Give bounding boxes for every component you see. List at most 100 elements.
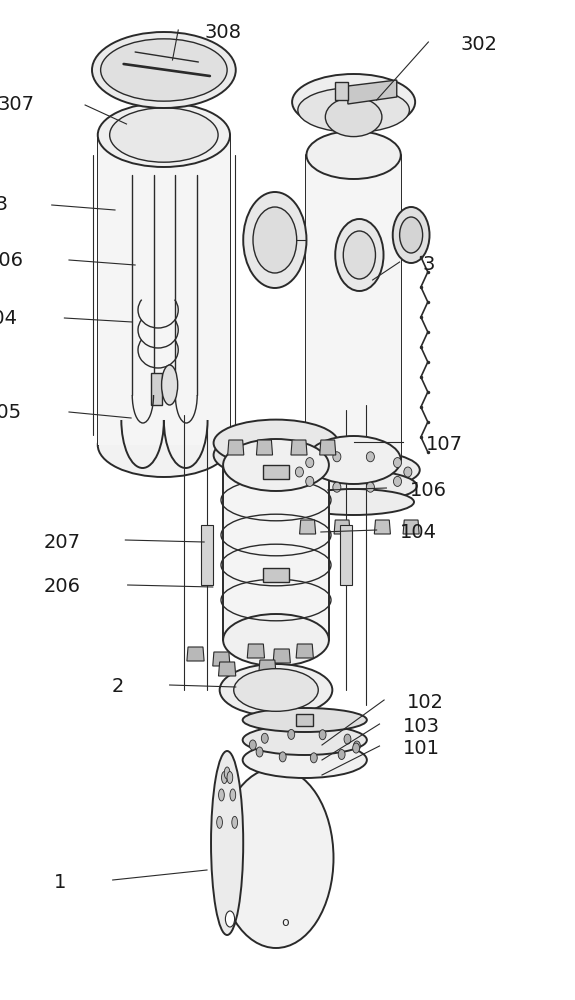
Text: 206: 206 bbox=[44, 578, 80, 596]
Ellipse shape bbox=[306, 458, 314, 468]
Ellipse shape bbox=[306, 436, 401, 484]
Ellipse shape bbox=[298, 88, 409, 132]
Text: 306: 306 bbox=[0, 250, 23, 269]
Ellipse shape bbox=[213, 420, 339, 466]
Ellipse shape bbox=[404, 467, 412, 477]
Bar bbox=[263, 465, 289, 479]
Ellipse shape bbox=[110, 108, 218, 162]
Ellipse shape bbox=[393, 207, 430, 263]
Ellipse shape bbox=[333, 482, 341, 492]
Polygon shape bbox=[320, 440, 336, 455]
Bar bbox=[151, 373, 162, 405]
Polygon shape bbox=[228, 440, 244, 455]
Polygon shape bbox=[259, 660, 276, 674]
Ellipse shape bbox=[288, 729, 295, 739]
Polygon shape bbox=[213, 652, 230, 666]
Ellipse shape bbox=[292, 74, 415, 130]
Ellipse shape bbox=[293, 489, 414, 515]
Ellipse shape bbox=[232, 816, 237, 828]
Ellipse shape bbox=[213, 432, 339, 478]
Bar bbox=[201, 525, 213, 585]
Polygon shape bbox=[296, 644, 313, 658]
Ellipse shape bbox=[325, 97, 382, 137]
Ellipse shape bbox=[243, 742, 367, 778]
Ellipse shape bbox=[343, 231, 375, 279]
Ellipse shape bbox=[223, 439, 329, 491]
Ellipse shape bbox=[227, 772, 233, 784]
Bar bbox=[340, 525, 352, 585]
Text: 106: 106 bbox=[409, 481, 446, 499]
Ellipse shape bbox=[253, 207, 297, 273]
Polygon shape bbox=[256, 440, 273, 455]
Ellipse shape bbox=[335, 219, 384, 291]
Text: o: o bbox=[281, 916, 289, 930]
Text: 304: 304 bbox=[0, 308, 17, 328]
Ellipse shape bbox=[225, 911, 235, 927]
Text: 103: 103 bbox=[402, 716, 439, 736]
Ellipse shape bbox=[344, 734, 351, 744]
Polygon shape bbox=[291, 440, 307, 455]
Ellipse shape bbox=[243, 725, 367, 755]
Polygon shape bbox=[306, 155, 401, 460]
Ellipse shape bbox=[92, 32, 236, 108]
Ellipse shape bbox=[296, 467, 304, 477]
Ellipse shape bbox=[162, 365, 178, 405]
Ellipse shape bbox=[279, 752, 286, 762]
Text: 2: 2 bbox=[111, 678, 124, 696]
Ellipse shape bbox=[243, 708, 367, 732]
Ellipse shape bbox=[221, 772, 227, 784]
Ellipse shape bbox=[306, 476, 314, 486]
Ellipse shape bbox=[230, 789, 236, 801]
Ellipse shape bbox=[217, 816, 223, 828]
Ellipse shape bbox=[400, 217, 423, 253]
Ellipse shape bbox=[393, 458, 401, 468]
Text: 207: 207 bbox=[44, 532, 80, 552]
Polygon shape bbox=[223, 465, 329, 640]
Text: 3: 3 bbox=[423, 254, 435, 273]
Polygon shape bbox=[218, 662, 236, 676]
Polygon shape bbox=[98, 135, 230, 445]
Ellipse shape bbox=[262, 733, 269, 743]
Polygon shape bbox=[187, 647, 204, 661]
Ellipse shape bbox=[310, 753, 317, 763]
Polygon shape bbox=[334, 520, 350, 534]
Ellipse shape bbox=[211, 751, 243, 935]
Text: 308: 308 bbox=[204, 22, 241, 41]
Ellipse shape bbox=[333, 452, 341, 462]
Ellipse shape bbox=[366, 452, 374, 462]
Ellipse shape bbox=[338, 749, 345, 759]
Ellipse shape bbox=[224, 767, 230, 779]
Ellipse shape bbox=[218, 768, 334, 948]
Ellipse shape bbox=[98, 103, 230, 167]
Ellipse shape bbox=[366, 482, 374, 492]
Text: 303: 303 bbox=[0, 196, 9, 215]
Text: 107: 107 bbox=[426, 434, 462, 454]
Polygon shape bbox=[403, 520, 419, 534]
Bar bbox=[335, 82, 348, 100]
Ellipse shape bbox=[354, 741, 361, 751]
Text: 1: 1 bbox=[53, 872, 66, 892]
Polygon shape bbox=[374, 520, 390, 534]
Polygon shape bbox=[348, 80, 397, 104]
Text: 305: 305 bbox=[0, 402, 22, 422]
Ellipse shape bbox=[319, 730, 326, 740]
Text: 307: 307 bbox=[0, 96, 34, 114]
Ellipse shape bbox=[352, 743, 359, 753]
Ellipse shape bbox=[250, 740, 256, 750]
Text: 102: 102 bbox=[407, 692, 444, 712]
Ellipse shape bbox=[233, 669, 319, 711]
Ellipse shape bbox=[290, 470, 417, 502]
Text: 101: 101 bbox=[402, 738, 439, 758]
Ellipse shape bbox=[243, 192, 306, 288]
Ellipse shape bbox=[101, 39, 227, 101]
Ellipse shape bbox=[288, 450, 420, 490]
Ellipse shape bbox=[223, 614, 329, 666]
Bar bbox=[263, 568, 289, 582]
Ellipse shape bbox=[98, 413, 230, 477]
Polygon shape bbox=[300, 520, 316, 534]
Polygon shape bbox=[273, 649, 290, 663]
Ellipse shape bbox=[218, 789, 224, 801]
Polygon shape bbox=[247, 644, 264, 658]
Bar bbox=[296, 714, 313, 726]
Ellipse shape bbox=[393, 476, 401, 486]
